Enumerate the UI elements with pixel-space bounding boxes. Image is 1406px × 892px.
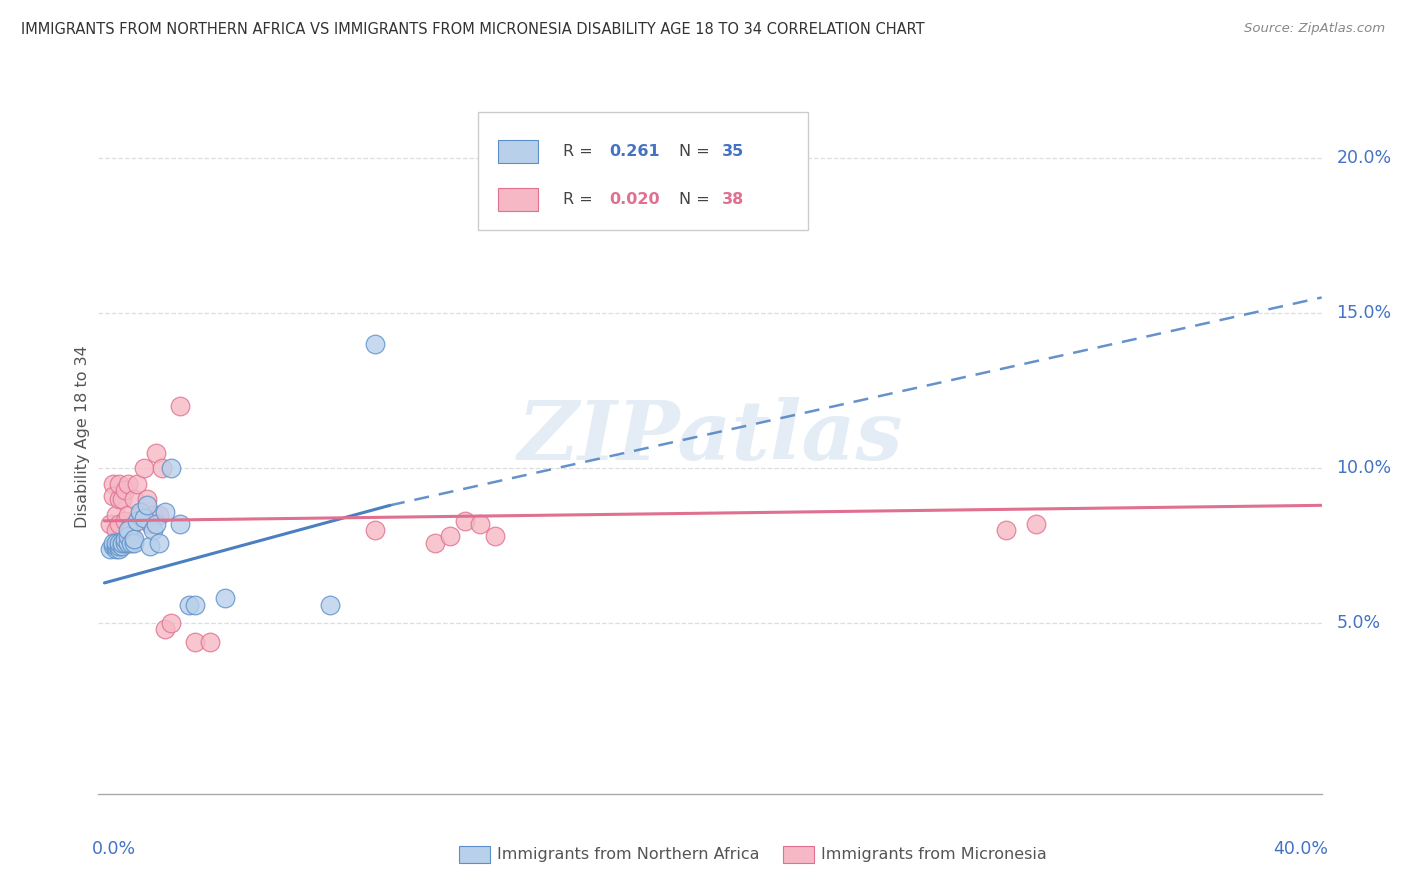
Point bbox=[214, 591, 236, 606]
Bar bbox=[498, 140, 537, 163]
Point bbox=[103, 489, 125, 503]
Point bbox=[1025, 516, 1047, 531]
Point bbox=[141, 523, 163, 537]
Text: N =: N = bbox=[679, 192, 710, 207]
Point bbox=[198, 635, 221, 649]
Point bbox=[114, 483, 136, 497]
Point bbox=[153, 504, 176, 518]
Point bbox=[127, 476, 149, 491]
FancyBboxPatch shape bbox=[478, 112, 808, 230]
Point bbox=[105, 539, 128, 553]
Point bbox=[159, 616, 181, 631]
Point bbox=[105, 535, 128, 549]
Point bbox=[135, 492, 157, 507]
Point bbox=[468, 516, 491, 531]
Point bbox=[484, 529, 506, 543]
Point bbox=[153, 623, 176, 637]
Text: Source: ZipAtlas.com: Source: ZipAtlas.com bbox=[1244, 22, 1385, 36]
Point bbox=[108, 476, 131, 491]
Point bbox=[177, 598, 200, 612]
Bar bbox=[460, 846, 489, 863]
Point bbox=[105, 541, 128, 556]
Y-axis label: Disability Age 18 to 34: Disability Age 18 to 34 bbox=[75, 346, 90, 528]
Point bbox=[138, 516, 160, 531]
Text: IMMIGRANTS FROM NORTHERN AFRICA VS IMMIGRANTS FROM MICRONESIA DISABILITY AGE 18 : IMMIGRANTS FROM NORTHERN AFRICA VS IMMIG… bbox=[21, 22, 925, 37]
Text: 35: 35 bbox=[723, 145, 745, 159]
Point bbox=[135, 499, 157, 513]
Point bbox=[454, 514, 477, 528]
Point bbox=[111, 539, 134, 553]
Point bbox=[423, 535, 446, 549]
Point bbox=[169, 516, 191, 531]
Point bbox=[995, 523, 1018, 537]
Point bbox=[124, 492, 146, 507]
Point bbox=[117, 523, 139, 537]
Point bbox=[103, 539, 125, 553]
Point bbox=[105, 523, 128, 537]
Text: 5.0%: 5.0% bbox=[1336, 615, 1381, 632]
Point bbox=[138, 539, 160, 553]
Point bbox=[141, 508, 163, 522]
Point bbox=[364, 337, 387, 351]
Text: 15.0%: 15.0% bbox=[1336, 304, 1392, 322]
Point bbox=[105, 508, 128, 522]
Point bbox=[127, 514, 149, 528]
Point bbox=[183, 635, 205, 649]
Point bbox=[132, 461, 155, 475]
Point bbox=[364, 523, 387, 537]
Text: R =: R = bbox=[564, 145, 593, 159]
Point bbox=[100, 541, 122, 556]
Point bbox=[319, 598, 342, 612]
Point bbox=[103, 476, 125, 491]
Point bbox=[121, 529, 143, 543]
Point bbox=[114, 514, 136, 528]
Point bbox=[108, 492, 131, 507]
Point bbox=[108, 535, 131, 549]
Text: 20.0%: 20.0% bbox=[1336, 149, 1392, 167]
Point bbox=[117, 535, 139, 549]
Point bbox=[129, 508, 152, 522]
Point bbox=[148, 535, 170, 549]
Point bbox=[159, 461, 181, 475]
Point bbox=[117, 476, 139, 491]
Text: ZIPatlas: ZIPatlas bbox=[517, 397, 903, 477]
Bar bbox=[498, 188, 537, 211]
Point bbox=[114, 533, 136, 547]
Point bbox=[117, 529, 139, 543]
Point bbox=[183, 598, 205, 612]
Point bbox=[121, 520, 143, 534]
Point bbox=[124, 533, 146, 547]
Point bbox=[148, 508, 170, 522]
Text: 0.261: 0.261 bbox=[610, 145, 661, 159]
Point bbox=[103, 535, 125, 549]
Text: 38: 38 bbox=[723, 192, 745, 207]
Point bbox=[114, 535, 136, 549]
Point bbox=[108, 539, 131, 553]
Point bbox=[129, 504, 152, 518]
Point bbox=[439, 529, 461, 543]
Text: R =: R = bbox=[564, 192, 593, 207]
Point bbox=[132, 510, 155, 524]
Point bbox=[121, 535, 143, 549]
Point bbox=[100, 516, 122, 531]
Text: Immigrants from Northern Africa: Immigrants from Northern Africa bbox=[498, 847, 759, 862]
Point bbox=[111, 492, 134, 507]
Point bbox=[145, 445, 167, 459]
Point bbox=[108, 516, 131, 531]
Point bbox=[145, 516, 167, 531]
Text: 10.0%: 10.0% bbox=[1336, 459, 1392, 477]
Point bbox=[108, 541, 131, 556]
Point bbox=[111, 535, 134, 549]
Text: N =: N = bbox=[679, 145, 710, 159]
Bar bbox=[783, 846, 814, 863]
Text: 40.0%: 40.0% bbox=[1272, 840, 1327, 858]
Point bbox=[169, 399, 191, 413]
Text: 0.0%: 0.0% bbox=[93, 840, 136, 858]
Text: 0.020: 0.020 bbox=[610, 192, 661, 207]
Point bbox=[150, 461, 173, 475]
Point bbox=[117, 508, 139, 522]
Point bbox=[124, 535, 146, 549]
Text: Immigrants from Micronesia: Immigrants from Micronesia bbox=[821, 847, 1047, 862]
